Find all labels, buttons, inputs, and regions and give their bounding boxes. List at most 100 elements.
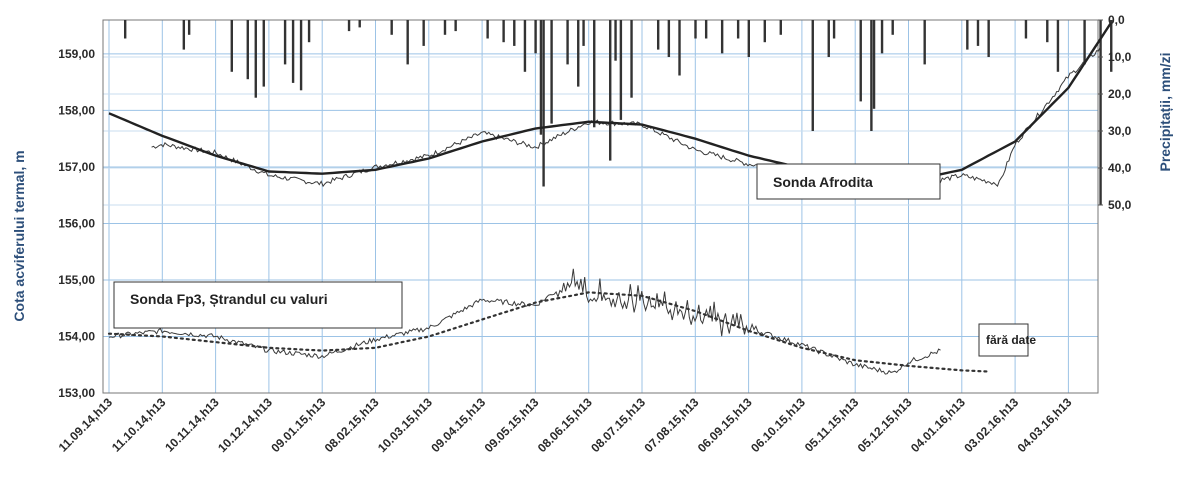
precip-bar (523, 20, 527, 72)
precip-bar (246, 20, 249, 80)
precip-bar (870, 20, 873, 131)
precip-bar (987, 20, 990, 57)
left-tick-label: 153,00 (58, 386, 95, 400)
precip-bar (358, 20, 361, 28)
precip-bar (390, 20, 393, 35)
x-tick-label: 11.10.14,h13 (109, 395, 169, 455)
right-tick-label: 0,0 (1108, 13, 1125, 27)
x-tick-label: 10.03.15,h13 (375, 395, 435, 455)
left-tick-label: 158,00 (58, 103, 95, 117)
right-tick-label: 40,0 (1108, 161, 1132, 175)
precip-bar (542, 20, 545, 187)
precip-bar (667, 20, 671, 57)
x-tick-label: 08.02.15,h13 (322, 395, 382, 455)
precip-bar (779, 20, 782, 35)
left-tick-label: 159,00 (58, 47, 95, 61)
precip-bar (443, 20, 447, 35)
precip-bar (827, 20, 830, 57)
precip-bar (966, 20, 969, 50)
afrodita-label: Sonda Afrodita (773, 174, 873, 190)
right-tick-label: 50,0 (1108, 198, 1132, 212)
precip-bar (123, 20, 127, 39)
precip-bar (187, 20, 191, 35)
data-series (107, 22, 1113, 375)
precip-bar (720, 20, 724, 54)
precip-bar (1046, 20, 1049, 43)
precip-bar (1056, 20, 1060, 72)
left-tick-label: 156,00 (58, 216, 95, 230)
precip-bar (422, 20, 425, 46)
right-tick-label: 30,0 (1108, 124, 1132, 138)
precip-bar (262, 20, 265, 87)
right-axis-title: Precipitații, mm/zi (1157, 52, 1173, 171)
precip-bar (513, 20, 516, 46)
precip-bar (923, 20, 926, 65)
precip-bar (534, 20, 537, 54)
x-tick-label: 05.11.15,h13 (802, 395, 862, 455)
precip-bar (307, 20, 311, 43)
plot-background (103, 20, 1098, 393)
left-tick-label: 157,00 (58, 160, 95, 174)
right-tick-label: 20,0 (1108, 87, 1132, 101)
precip-bar (347, 20, 351, 32)
precip-bar (291, 20, 295, 83)
series-sonda-fp3-trend (107, 291, 990, 373)
precip-bar (880, 20, 884, 54)
x-tick-label: 09.05.15,h13 (482, 395, 542, 455)
x-tick-label: 09.04.15,h13 (428, 395, 488, 455)
precip-bar (976, 20, 980, 46)
x-tick-label: 04.03.16,h13 (1015, 395, 1075, 455)
gridlines (103, 19, 1098, 394)
precip-bar (763, 20, 766, 43)
x-tick-label: 04.01.16,h13 (908, 395, 968, 455)
precip-bar (486, 20, 489, 39)
precip-bar (656, 20, 660, 50)
precip-bar (566, 20, 569, 65)
precip-bar (502, 20, 505, 43)
no-data-label-box: fără date (978, 323, 1036, 357)
left-tick-label: 154,00 (58, 329, 95, 343)
x-tick-label: 05.12.15,h13 (855, 395, 915, 455)
precip-bar (832, 20, 836, 39)
precip-bar (539, 20, 543, 135)
x-axis-ticks: 11.09.14,h1311.10.14,h1310.11.14,h1310.1… (56, 395, 1075, 455)
precip-bar (454, 20, 457, 32)
precip-bar (593, 20, 596, 128)
x-tick-label: 08.07.15,h13 (588, 395, 648, 455)
precip-bar (811, 20, 814, 131)
precip-bar (182, 20, 186, 50)
right-tick-label: 10,0 (1108, 50, 1132, 64)
x-tick-label: 06.10.15,h13 (748, 395, 808, 455)
x-tick-label: 09.01.15,h13 (268, 395, 328, 455)
x-tick-label: 10.12.14,h13 (215, 395, 275, 455)
left-axis-ticks: 153,00 154,00 155,00 156,00 157,00 158,00 159,… (58, 47, 95, 400)
precip-bar (1024, 20, 1028, 39)
precip-bar (254, 20, 257, 98)
precip-bar (704, 20, 708, 39)
precip-bar (872, 20, 876, 109)
afrodita-label-box: Sonda Afrodita (756, 163, 941, 200)
precip-bar (891, 20, 894, 35)
x-tick-label: 07.08.15,h13 (642, 395, 702, 455)
precip-bar (694, 20, 697, 39)
precip-bar (736, 20, 740, 39)
precip-bar (230, 20, 233, 72)
precip-bar (859, 20, 862, 102)
precip-bar (283, 20, 287, 65)
precip-bar (577, 20, 580, 87)
x-tick-label: 03.02.16,h13 (961, 395, 1021, 455)
precip-bar (619, 20, 623, 120)
precip-bar (299, 20, 303, 91)
x-tick-label: 10.11.14,h13 (162, 395, 222, 455)
precip-bar (1110, 20, 1113, 72)
precip-bar (630, 20, 633, 98)
precip-bar (747, 20, 750, 57)
fp3-label-box: Sonda Fp3, Ștrandul cu valuri (113, 281, 403, 329)
precip-bar (678, 20, 681, 76)
x-tick-label: 08.06.15,h13 (535, 395, 595, 455)
precip-bar (550, 20, 553, 124)
precipitation-bars (123, 20, 1113, 205)
series-sonda-afrodita-trend (108, 22, 1113, 183)
precip-bar (614, 20, 617, 61)
